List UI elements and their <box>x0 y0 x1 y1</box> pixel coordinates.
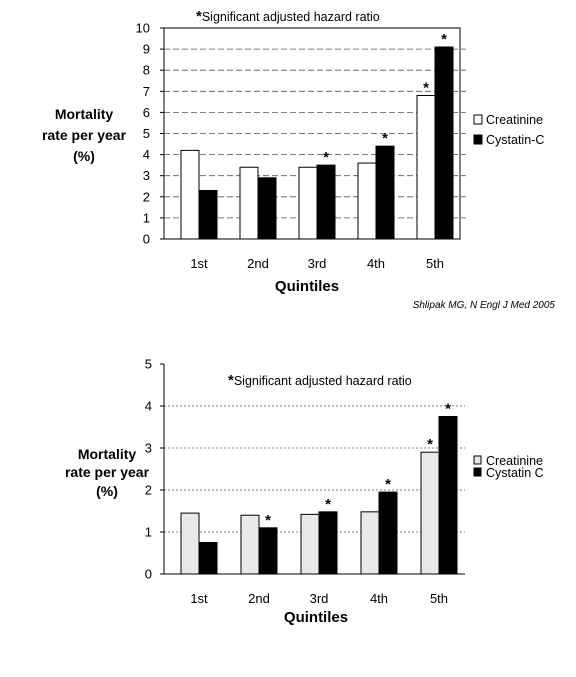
bar-creatinine-5th <box>416 95 436 240</box>
citation: Shlipak MG, N Engl J Med 2005 <box>413 300 556 311</box>
x-tick-label: 3rd <box>308 256 327 271</box>
bar-cystatin-c-1st <box>198 189 218 240</box>
x-axis-label: Quintiles <box>275 278 339 295</box>
bar-cystatin-c-4th <box>378 491 398 575</box>
x-tick-label: 4th <box>370 591 388 606</box>
y-axis-label-line2: rate per year <box>42 127 127 143</box>
x-tick-label: 5th <box>430 591 448 606</box>
y-axis-label-line3: (%) <box>73 148 95 164</box>
legend-label-creatinine: Creatinine <box>486 454 543 468</box>
legend-swatch-creatinine <box>473 455 482 465</box>
y-tick-label: 0 <box>143 232 150 247</box>
y-tick-label: 4 <box>143 147 150 162</box>
legend-swatch-cystatin <box>473 134 483 145</box>
legend-swatch-cystatin <box>473 467 482 477</box>
bar-cystatin-c-2nd <box>257 177 277 240</box>
y-tick-label: 3 <box>145 441 152 456</box>
y-tick-label: 1 <box>145 525 152 540</box>
bar-cystatin-c-2nd <box>258 527 278 575</box>
y-axis-label-line1: Mortality <box>78 446 137 462</box>
bar-cystatin-c-1st <box>198 542 218 575</box>
bar-creatinine-2nd <box>240 514 260 575</box>
x-tick-label: 5th <box>426 256 444 271</box>
significance-star: * <box>423 80 429 97</box>
y-tick-label: 5 <box>145 357 152 372</box>
significance-star: * <box>427 436 433 453</box>
significance-star: * <box>441 31 447 48</box>
bar-creatinine-4th <box>360 511 380 575</box>
bar-cystatin-c-5th <box>438 416 458 575</box>
bar-cystatin-c-3rd <box>316 164 336 240</box>
y-tick-label: 5 <box>143 126 150 141</box>
bar-creatinine-2nd <box>239 166 259 240</box>
x-tick-label: 3rd <box>310 591 329 606</box>
legend-label-creatinine: Creatinine <box>486 113 543 127</box>
legend-swatch-creatinine <box>473 114 483 125</box>
significance-star: * <box>382 130 388 147</box>
y-tick-label: 8 <box>143 63 150 78</box>
y-tick-label: 4 <box>145 399 152 414</box>
y-tick-label: 6 <box>143 105 150 120</box>
y-axis-label-line2: rate per year <box>65 464 150 480</box>
bar-creatinine-1st <box>180 149 200 240</box>
bar-creatinine-3rd <box>300 513 320 575</box>
top-chart: *Significant adjusted hazard ratio Morta… <box>42 8 555 311</box>
significance-star: * <box>323 149 329 166</box>
significance-star: * <box>385 476 391 493</box>
significance-star: * <box>325 496 331 513</box>
legend-label-cystatin: Cystatin C <box>486 466 544 480</box>
x-tick-label: 1st <box>190 256 208 271</box>
annotation-top: *Significant adjusted hazard ratio <box>196 8 380 25</box>
x-tick-label: 2nd <box>247 256 269 271</box>
y-tick-label: 2 <box>145 483 152 498</box>
x-axis-label: Quintiles <box>284 609 348 626</box>
x-tick-label: 4th <box>367 256 385 271</box>
bar-creatinine-1st <box>180 512 200 575</box>
bottom-chart: *Significant adjusted hazard ratio Morta… <box>65 357 544 627</box>
y-tick-label: 9 <box>143 42 150 57</box>
legend: Creatinine Cystatin C <box>473 454 544 480</box>
bar-cystatin-c-3rd <box>318 511 338 575</box>
y-axis-label-line3: (%) <box>96 483 118 499</box>
y-tick-label: 1 <box>143 210 150 225</box>
y-tick-label: 10 <box>136 21 150 36</box>
bar-creatinine-5th <box>420 451 440 575</box>
y-tick-label: 2 <box>143 189 150 204</box>
significance-star: * <box>445 401 451 418</box>
legend-label-cystatin: Cystatin-C <box>486 133 544 147</box>
y-tick-label: 3 <box>143 168 150 183</box>
bar-cystatin-c-5th <box>434 46 454 240</box>
x-tick-label: 2nd <box>248 591 270 606</box>
legend: Creatinine Cystatin-C <box>473 113 544 147</box>
y-tick-label: 7 <box>143 84 150 99</box>
bar-cystatin-c-4th <box>375 145 395 240</box>
bar-creatinine-4th <box>357 162 377 240</box>
x-tick-label: 1st <box>190 591 208 606</box>
y-tick-label: 0 <box>145 567 152 582</box>
bar-creatinine-3rd <box>298 166 318 240</box>
y-axis-label-line1: Mortality <box>55 106 114 122</box>
significance-star: * <box>265 512 271 529</box>
annotation-bottom: *Significant adjusted hazard ratio <box>228 372 412 389</box>
